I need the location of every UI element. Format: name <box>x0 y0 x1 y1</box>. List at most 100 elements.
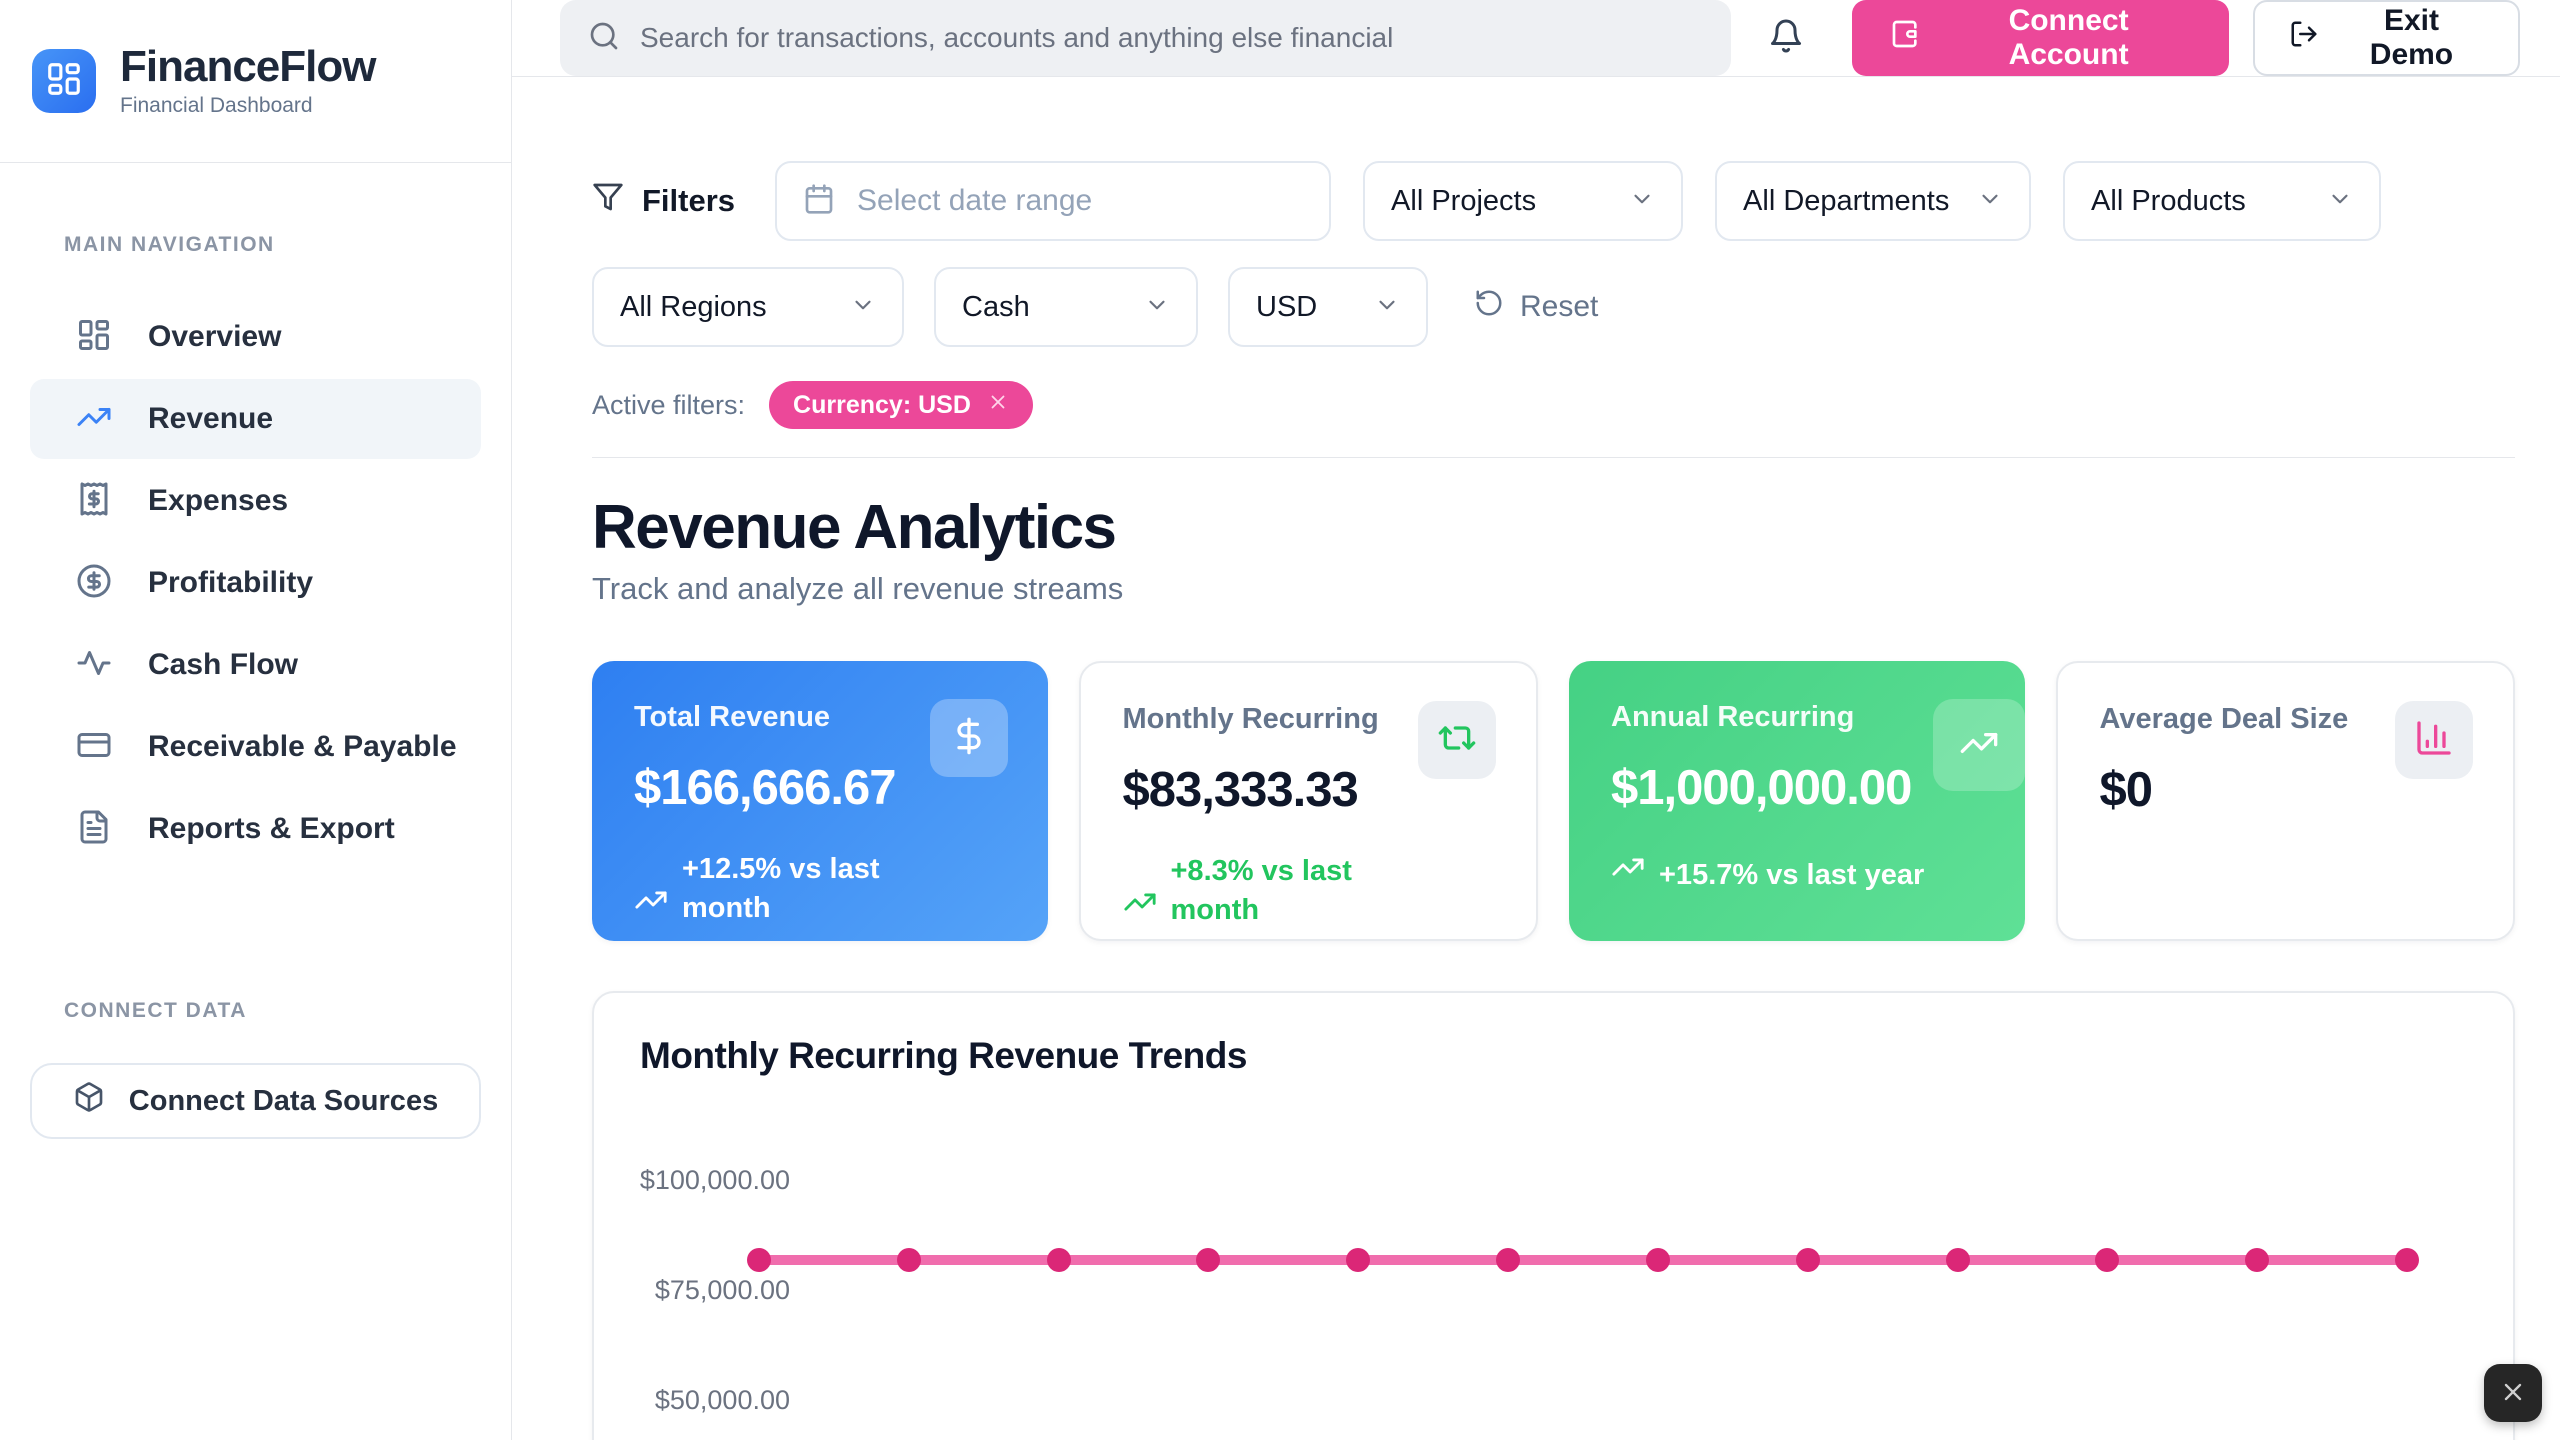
metric-icon-badge <box>1932 699 2025 791</box>
chart-point[interactable] <box>1346 1248 1371 1272</box>
metric-change: +12.5% vs last month <box>634 850 1006 928</box>
repeat-icon <box>1437 718 1477 763</box>
mrr-trends-chart-card: Monthly Recurring Revenue Trends $100,00… <box>592 991 2515 1440</box>
sidebar-item-reports-export[interactable]: Reports & Export <box>30 789 481 869</box>
top-bar: Connect Account Exit Demo <box>512 0 2560 77</box>
chart-point[interactable] <box>2395 1248 2419 1272</box>
chevron-down-icon <box>1118 292 1170 323</box>
bar-chart-icon <box>2414 718 2454 763</box>
metric-label: Annual Recurring <box>1611 701 1855 733</box>
sidebar-item-cash-flow[interactable]: Cash Flow <box>30 625 481 705</box>
rotate-ccw-icon <box>1474 288 1504 326</box>
chip-label: Currency: USD <box>793 390 971 419</box>
wallet-icon <box>1890 18 1922 58</box>
trending-up-icon <box>1959 723 1999 768</box>
brand-header: FinanceFlow Financial Dashboard <box>0 0 511 163</box>
metric-label: Total Revenue <box>634 701 831 733</box>
sidebar-item-label: Profitability <box>148 566 314 599</box>
chart-title: Monthly Recurring Revenue Trends <box>640 1035 1247 1076</box>
chart-point[interactable] <box>1795 1248 1820 1272</box>
connect-data-sources-label: Connect Data Sources <box>128 1084 439 1117</box>
main-navigation: MAIN NAVIGATION Overview Revenue Expense… <box>0 163 511 871</box>
projects-select[interactable]: All Projects <box>1363 161 1684 241</box>
sidebar-item-expenses[interactable]: Expenses <box>30 461 481 541</box>
metric-value: $166,666.67 <box>634 761 896 815</box>
metric-icon-badge <box>929 699 1008 777</box>
chart-line-series <box>759 1255 2407 1265</box>
brand-name: FinanceFlow <box>120 41 376 91</box>
dollar-icon <box>949 716 989 761</box>
sidebar-item-revenue[interactable]: Revenue <box>30 379 481 459</box>
metric-card-annual-recurring: Annual Recurring $1,000,000.00 +15.7% vs… <box>1569 661 2025 941</box>
metric-value: $1,000,000.00 <box>1611 761 1912 815</box>
metric-change: +8.3% vs last month <box>1123 852 1495 930</box>
main-column: Connect Account Exit Demo Filters Select… <box>512 0 2560 1440</box>
chart-point[interactable] <box>2245 1248 2270 1272</box>
close-widget-button[interactable] <box>2484 1364 2542 1422</box>
metric-card-total-revenue: Total Revenue $166,666.67 +12.5% vs last… <box>592 661 1048 941</box>
trending-up-icon <box>634 883 668 928</box>
chart-point[interactable] <box>1046 1248 1071 1272</box>
chart-point[interactable] <box>896 1248 921 1272</box>
departments-select[interactable]: All Departments <box>1715 161 2032 241</box>
calendar-icon <box>803 183 835 220</box>
active-filters-label: Active filters: <box>592 389 746 420</box>
chart-point[interactable] <box>1945 1248 1970 1272</box>
products-select-value: All Products <box>2091 184 2246 217</box>
connect-data-sources-button[interactable]: Connect Data Sources <box>30 1063 481 1139</box>
dollar-circle-icon <box>76 563 112 604</box>
exit-demo-button[interactable]: Exit Demo <box>2252 0 2520 76</box>
reset-filters-button[interactable]: Reset <box>1474 288 1598 326</box>
sidebar-item-overview[interactable]: Overview <box>30 297 481 377</box>
receipt-icon <box>76 481 112 522</box>
metric-card-average-deal-size: Average Deal Size $0 <box>2055 661 2515 941</box>
credit-card-icon <box>76 727 112 768</box>
page-title: Revenue Analytics <box>592 493 1117 562</box>
cube-icon <box>73 1081 105 1121</box>
metric-change-text: +8.3% vs last month <box>1170 855 1352 927</box>
sidebar-item-label: Reports & Export <box>148 812 395 845</box>
filters-row-1: Filters Select date range All Projects A… <box>592 161 2515 241</box>
close-icon[interactable] <box>987 391 1009 420</box>
dashboard-logo-icon <box>45 60 83 103</box>
sidebar-item-label: Expenses <box>148 484 289 517</box>
payment-type-select-value: Cash <box>962 290 1030 323</box>
y-axis-tick: $75,000.00 <box>654 1275 790 1305</box>
app-logo <box>32 49 96 113</box>
sidebar-item-label: Receivable & Payable <box>148 730 457 763</box>
chart-point[interactable] <box>1645 1248 1670 1272</box>
metric-change-text: +12.5% vs last month <box>682 853 880 925</box>
metric-cards-row: Total Revenue $166,666.67 +12.5% vs last… <box>592 661 2515 941</box>
metric-icon-badge <box>2395 701 2473 779</box>
chart-point[interactable] <box>2095 1248 2120 1272</box>
products-select[interactable]: All Products <box>2063 161 2382 241</box>
regions-select[interactable]: All Regions <box>592 267 904 347</box>
sidebar-item-label: Revenue <box>148 402 274 435</box>
metric-card-monthly-recurring: Monthly Recurring $83,333.33 +8.3% vs la… <box>1078 661 1538 941</box>
connect-account-button[interactable]: Connect Account <box>1852 0 2229 76</box>
notifications-button[interactable] <box>1759 10 1815 66</box>
projects-select-value: All Projects <box>1391 184 1537 217</box>
content-area: Filters Select date range All Projects A… <box>512 77 2560 1440</box>
y-axis-tick: $50,000.00 <box>654 1385 790 1415</box>
chevron-down-icon <box>2301 186 2353 217</box>
funnel-icon <box>592 181 624 221</box>
dashboard-icon <box>76 317 112 358</box>
chevron-down-icon <box>824 292 876 323</box>
currency-select[interactable]: USD <box>1228 267 1428 347</box>
connect-data-section: CONNECT DATA Connect Data Sources <box>0 999 511 1139</box>
active-filter-chip-currency[interactable]: Currency: USD <box>769 381 1033 429</box>
sidebar: FinanceFlow Financial Dashboard MAIN NAV… <box>0 0 512 1440</box>
date-range-input[interactable]: Select date range <box>775 161 1332 241</box>
chart-point[interactable] <box>1496 1248 1521 1272</box>
search-icon <box>588 20 620 57</box>
chart-point[interactable] <box>1196 1248 1221 1272</box>
search-input[interactable] <box>640 22 1703 54</box>
payment-type-select[interactable]: Cash <box>934 267 1198 347</box>
chart-point[interactable] <box>747 1248 771 1272</box>
sidebar-item-receivable-payable[interactable]: Receivable & Payable <box>30 707 481 787</box>
metric-label: Monthly Recurring <box>1122 703 1379 735</box>
sidebar-item-profitability[interactable]: Profitability <box>30 543 481 623</box>
brand-subtitle: Financial Dashboard <box>120 94 313 118</box>
